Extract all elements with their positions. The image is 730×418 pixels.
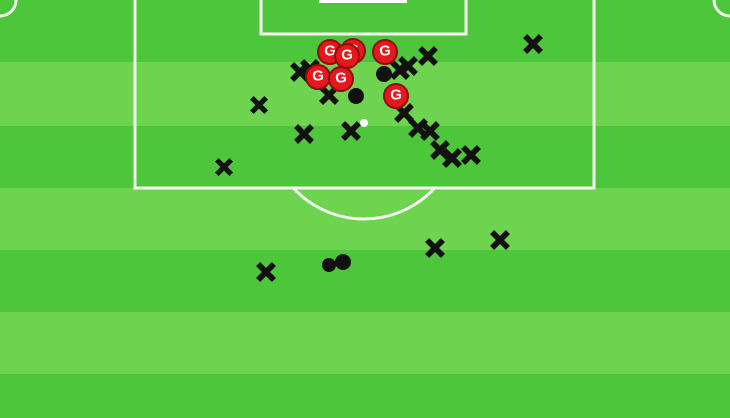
goal-marker-label: G <box>341 46 353 64</box>
shot-marker-x[interactable] <box>460 144 482 166</box>
corner-arc-right <box>712 0 730 18</box>
shot-marker-x[interactable] <box>249 95 269 115</box>
shot-marker-dot[interactable] <box>335 254 351 270</box>
shot-marker-dot[interactable] <box>376 66 392 82</box>
pitch-stripe-2 <box>0 126 730 188</box>
corner-arc-left <box>0 0 18 18</box>
goal-marker[interactable]: G <box>372 39 398 65</box>
penalty-arc <box>292 186 436 221</box>
goal-marker-label: G <box>390 86 402 104</box>
shot-marker-x[interactable] <box>293 123 315 145</box>
goal-marker[interactable]: G <box>328 66 354 92</box>
goal-marker-label: G <box>335 69 347 87</box>
goal-marker-label: G <box>324 42 336 60</box>
shot-marker-x[interactable] <box>489 229 511 251</box>
pitch-stripe-4 <box>0 250 730 312</box>
penalty-area-box <box>133 0 596 190</box>
pitch-stripe-6 <box>0 374 730 418</box>
pitch-lines <box>0 0 730 221</box>
goal-marker-label: G <box>312 67 324 85</box>
shot-marker-x[interactable] <box>397 55 419 77</box>
goal-marker[interactable]: G <box>317 39 343 65</box>
shot-marker-x[interactable] <box>417 45 439 67</box>
shot-marker-x[interactable] <box>340 120 362 142</box>
shot-marker-x[interactable] <box>522 33 544 55</box>
pitch-stripe-1 <box>0 62 730 126</box>
goal-area-box <box>259 0 468 36</box>
shot-marker-x[interactable] <box>424 237 446 259</box>
shot-marker-x[interactable] <box>255 261 277 283</box>
goal-marker[interactable]: G <box>334 43 360 69</box>
goal-marker[interactable]: G <box>305 64 331 90</box>
goal-marker[interactable]: G <box>383 83 409 109</box>
shot-marker-x[interactable] <box>419 120 441 142</box>
goal-mouth <box>319 0 407 3</box>
penalty-spot <box>360 119 368 127</box>
goal-marker-label: G <box>379 42 391 60</box>
pitch-stripe-5 <box>0 312 730 374</box>
shot-marker-x[interactable] <box>441 147 463 169</box>
shot-marker-x[interactable] <box>214 157 234 177</box>
shot-marker-dot[interactable] <box>322 258 336 272</box>
shot-marker-dot[interactable] <box>348 88 364 104</box>
